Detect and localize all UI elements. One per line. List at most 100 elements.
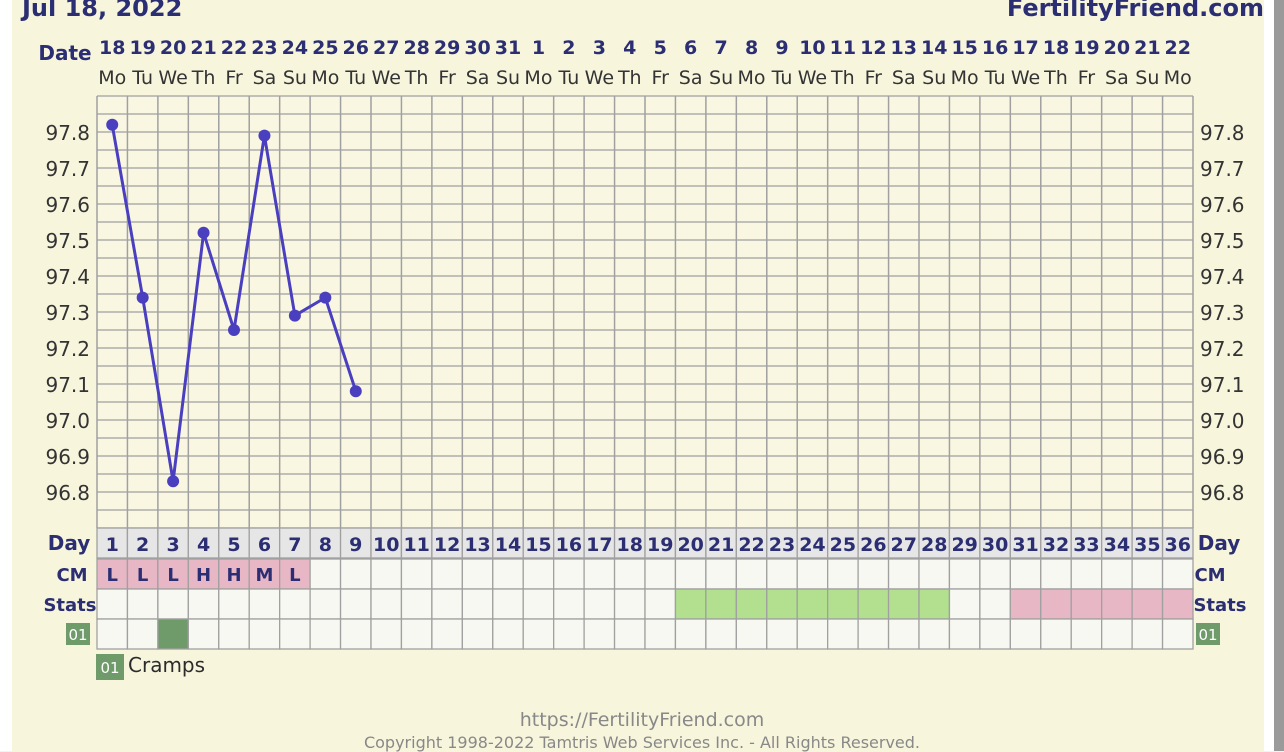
custom-code-cell [613, 618, 646, 650]
site-name-link[interactable]: FertilityFriend.com [1006, 0, 1264, 22]
custom-code-cell [157, 618, 189, 650]
weekday-label: Fr [1078, 67, 1096, 89]
day-cell [370, 527, 403, 559]
date-label: 21 [1134, 37, 1160, 59]
y-axis-right: 97.8 97.7 97.6 97.5 97.4 97.3 97.2 97.1 97.0 96.9… [1200, 121, 1245, 505]
cm-value-label: L [289, 565, 300, 586]
date-label: 5 [654, 37, 667, 59]
weekday-label: Mo [311, 67, 339, 89]
stats-cell [279, 588, 311, 620]
cycle-day-label: 36 [1165, 534, 1191, 556]
y-tick-label-right: 97.0 [1200, 409, 1245, 433]
weekday-label: Fr [865, 67, 883, 89]
day-cell [766, 527, 798, 559]
weekday-label: Su [283, 67, 307, 89]
custom-code-label-right: 01 [1198, 626, 1217, 644]
cm-cell [1161, 558, 1194, 590]
cm-cell [553, 558, 585, 590]
y-tick-label-left: 97.1 [45, 373, 90, 397]
date-header-row: 18 19 20 21 22 23 24 25 26 27 28 29 30 31 1 2 3 4 5 6 7 8 9 10 1… [99, 37, 1191, 59]
cm-cell [1009, 558, 1042, 590]
stats-cell [796, 588, 829, 620]
custom-code-cell [461, 618, 494, 650]
custom-code-cell [766, 618, 798, 650]
temperature-point[interactable] [319, 291, 332, 304]
weekday-label: Th [617, 67, 642, 89]
temperature-point[interactable] [228, 324, 240, 336]
stats-cell [400, 588, 433, 620]
cm-cell [1101, 558, 1133, 590]
weekday-label: Fr [652, 67, 670, 89]
temperature-point[interactable] [197, 226, 210, 239]
date-label: 14 [921, 37, 947, 59]
temperature-point[interactable] [349, 385, 362, 398]
date-label: 12 [860, 37, 886, 59]
day-cell [1161, 527, 1194, 559]
day-cell [522, 527, 555, 559]
weekday-label: We [798, 67, 827, 89]
cycle-day-label: 19 [647, 534, 673, 556]
weekday-label: We [158, 67, 187, 89]
custom-code-cell [1161, 618, 1194, 650]
cycle-day-label: 18 [617, 534, 643, 556]
temperature-point[interactable] [258, 129, 271, 142]
cm-cell [461, 558, 494, 590]
cm-cell [887, 558, 920, 590]
y-tick-label-right: 97.3 [1200, 301, 1245, 325]
custom-code-cell [96, 618, 129, 650]
cycle-day-label: 27 [891, 534, 917, 556]
date-label: 18 [99, 37, 125, 59]
cm-cell [400, 558, 433, 590]
custom-code-cell [705, 618, 737, 650]
cm-cell [857, 558, 890, 590]
scrollbar[interactable] [1274, 0, 1284, 751]
cycle-day-label: 4 [197, 534, 210, 556]
cm-cell [827, 558, 859, 590]
chart-start-date: Jul 18, 2022 [22, 0, 183, 22]
date-label: 20 [160, 37, 186, 59]
cycle-day-label: 33 [1073, 534, 1099, 556]
custom-code-cell [857, 618, 890, 650]
stats-row-label-right: Stats [1193, 595, 1246, 616]
cm-cell [674, 558, 707, 590]
custom-code-cell [1009, 618, 1042, 650]
y-tick-label-right: 97.8 [1200, 121, 1245, 145]
stats-cell [1009, 588, 1042, 620]
day-cell [96, 527, 129, 559]
cycle-day-label: 11 [403, 534, 429, 556]
weekday-label: Sa [679, 67, 703, 89]
cycle-day-label: 2 [136, 534, 149, 556]
custom-code-cell [735, 618, 768, 650]
cycle-day-label: 10 [373, 534, 399, 556]
cycle-day-label: 15 [525, 534, 551, 556]
date-label: 30 [464, 37, 490, 59]
stats-cell [827, 588, 859, 620]
day-cell [339, 527, 372, 559]
date-label: 1 [532, 37, 545, 59]
weekday-label: Fr [225, 67, 243, 89]
day-cell [705, 527, 737, 559]
weekday-label: Su [1135, 67, 1159, 89]
stats-cell [126, 588, 159, 620]
day-cell [248, 527, 281, 559]
custom-code-cell [1131, 618, 1164, 650]
day-cell [126, 527, 159, 559]
cm-row-label-left: CM [56, 565, 87, 586]
temperature-point[interactable] [288, 309, 301, 322]
weekday-label: Th [191, 67, 216, 89]
weekday-label: Sa [892, 67, 916, 89]
temperature-point[interactable] [106, 118, 119, 131]
temperature-point[interactable] [167, 475, 180, 488]
stats-cell [887, 588, 920, 620]
footer-url[interactable]: https://FertilityFriend.com [519, 709, 765, 731]
custom-code-cell [796, 618, 829, 650]
custom-code-cell [583, 618, 616, 650]
cm-value-label: L [106, 565, 117, 586]
custom-code-cell [400, 618, 433, 650]
weekday-label: Tu [984, 67, 1006, 89]
footer-copyright: Copyright 1998-2022 Tamtris Web Services… [363, 733, 921, 752]
date-label: 25 [312, 37, 338, 59]
stats-cell [553, 588, 585, 620]
temperature-point[interactable] [136, 291, 149, 304]
y-tick-label-right: 96.8 [1200, 481, 1245, 505]
